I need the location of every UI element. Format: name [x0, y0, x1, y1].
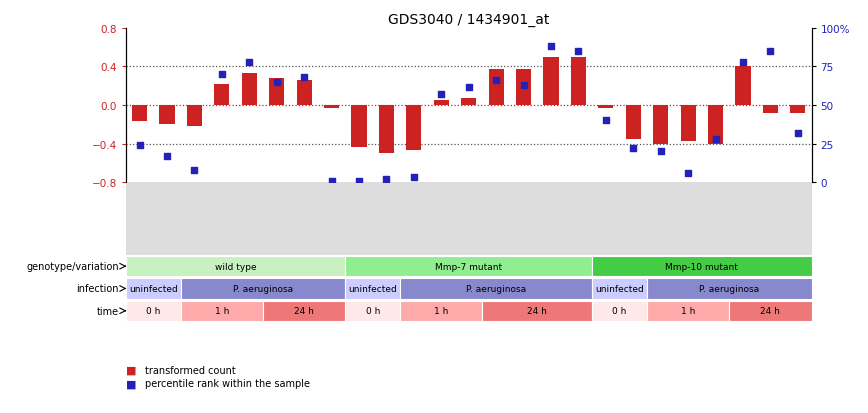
Text: infection: infection	[76, 284, 119, 294]
Text: P. aeruginosa: P. aeruginosa	[233, 284, 293, 293]
Point	[215, 72, 229, 78]
Point	[407, 175, 421, 181]
Text: 24 h: 24 h	[528, 306, 547, 316]
Text: uninfected: uninfected	[348, 284, 397, 293]
Bar	[379, 106, 394, 154]
Bar	[708, 106, 723, 144]
Bar	[735, 67, 751, 106]
Point	[352, 178, 366, 184]
Point	[681, 170, 695, 177]
Bar	[400, 301, 483, 321]
Point	[325, 178, 339, 184]
Bar	[126, 301, 181, 321]
Text: 0 h: 0 h	[146, 306, 161, 316]
Bar	[516, 70, 531, 106]
Title: GDS3040 / 1434901_at: GDS3040 / 1434901_at	[388, 12, 549, 26]
Point	[791, 130, 805, 137]
Point	[571, 49, 585, 55]
Bar	[345, 278, 400, 299]
Bar	[592, 301, 647, 321]
Point	[599, 118, 613, 124]
Bar	[681, 106, 695, 141]
Text: Mmp-7 mutant: Mmp-7 mutant	[435, 262, 503, 271]
Text: 1 h: 1 h	[434, 306, 449, 316]
Bar	[571, 58, 586, 106]
Bar	[187, 106, 202, 127]
Point	[736, 59, 750, 66]
Point	[516, 83, 530, 89]
Text: ■: ■	[126, 365, 136, 375]
Bar	[132, 106, 147, 122]
Bar	[592, 278, 647, 299]
Bar	[160, 106, 174, 125]
Bar	[242, 74, 257, 106]
Bar	[181, 278, 345, 299]
Bar	[214, 85, 229, 106]
Bar	[647, 278, 812, 299]
Bar	[345, 256, 592, 277]
Point	[379, 176, 393, 183]
Point	[297, 75, 311, 81]
Text: ■: ■	[126, 378, 136, 388]
Point	[708, 136, 722, 143]
Bar	[352, 106, 366, 148]
Point	[627, 145, 641, 152]
Text: percentile rank within the sample: percentile rank within the sample	[145, 378, 310, 388]
Bar	[126, 278, 181, 299]
Point	[270, 79, 284, 86]
Text: 24 h: 24 h	[760, 306, 780, 316]
Point	[434, 92, 448, 98]
Bar	[126, 256, 345, 277]
Bar	[181, 301, 263, 321]
Bar	[269, 79, 284, 106]
Text: 0 h: 0 h	[613, 306, 627, 316]
Text: uninfected: uninfected	[595, 284, 644, 293]
Bar	[543, 58, 558, 106]
Bar	[626, 106, 641, 139]
Text: P. aeruginosa: P. aeruginosa	[466, 284, 526, 293]
Point	[764, 49, 778, 55]
Point	[160, 153, 174, 160]
Text: uninfected: uninfected	[129, 284, 178, 293]
Text: 24 h: 24 h	[294, 306, 314, 316]
Bar	[489, 70, 503, 106]
Bar	[598, 106, 614, 109]
Text: wild type: wild type	[214, 262, 256, 271]
Point	[544, 44, 558, 51]
Bar	[297, 81, 312, 106]
Bar	[592, 256, 812, 277]
Bar	[324, 106, 339, 109]
Text: 0 h: 0 h	[365, 306, 380, 316]
Bar	[791, 106, 806, 114]
Bar	[406, 106, 421, 151]
Bar	[345, 301, 400, 321]
Text: P. aeruginosa: P. aeruginosa	[700, 284, 760, 293]
Text: transformed count: transformed count	[145, 365, 236, 375]
Text: 1 h: 1 h	[214, 306, 229, 316]
Point	[133, 142, 147, 149]
Bar	[400, 278, 592, 299]
Point	[654, 149, 667, 155]
Bar	[654, 106, 668, 144]
Bar	[763, 106, 778, 114]
Point	[187, 167, 201, 173]
Bar	[461, 99, 477, 106]
Point	[490, 78, 503, 85]
Point	[462, 84, 476, 90]
Text: time: time	[97, 306, 119, 316]
Text: genotype/variation: genotype/variation	[26, 261, 119, 271]
Bar	[483, 301, 592, 321]
Bar	[647, 301, 729, 321]
Point	[242, 59, 256, 66]
Bar	[729, 301, 812, 321]
Bar	[434, 101, 449, 106]
Text: 1 h: 1 h	[681, 306, 695, 316]
Text: Mmp-10 mutant: Mmp-10 mutant	[666, 262, 739, 271]
Bar	[263, 301, 345, 321]
